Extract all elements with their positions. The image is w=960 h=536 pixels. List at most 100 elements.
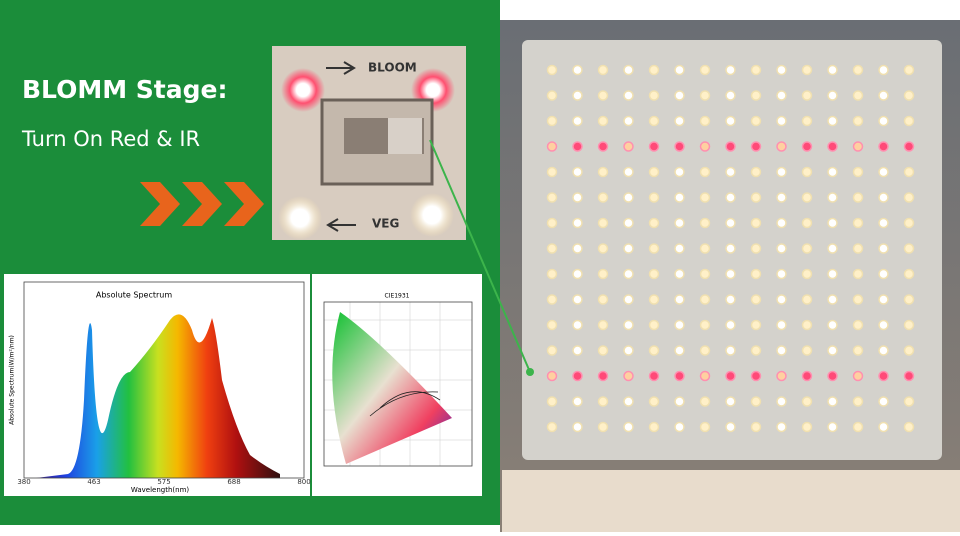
led	[674, 192, 685, 203]
led-grid	[546, 64, 915, 433]
cie-title: CIE1931	[384, 293, 409, 300]
led	[572, 192, 583, 203]
led	[572, 396, 583, 407]
floor-glow	[502, 470, 960, 532]
x-tick-label: 463	[87, 478, 100, 486]
led	[750, 115, 762, 127]
led	[725, 115, 736, 127]
x-tick-label: 800	[297, 478, 310, 486]
led	[699, 64, 711, 76]
led	[699, 217, 711, 229]
led	[699, 192, 711, 203]
led	[572, 268, 583, 280]
led	[801, 294, 813, 305]
led	[852, 90, 864, 101]
led	[597, 421, 609, 433]
led	[648, 243, 660, 254]
led	[725, 192, 736, 203]
led	[674, 243, 685, 254]
led	[878, 115, 889, 127]
led	[674, 115, 685, 127]
led	[827, 370, 838, 382]
led	[852, 192, 864, 203]
led	[623, 243, 634, 254]
led	[878, 421, 889, 433]
led	[546, 243, 558, 254]
led	[750, 217, 762, 229]
led	[852, 243, 864, 254]
led	[623, 64, 634, 76]
led	[852, 268, 864, 280]
led	[648, 421, 660, 433]
led	[801, 345, 813, 356]
led	[776, 243, 787, 254]
led	[546, 268, 558, 280]
arrows	[140, 182, 264, 226]
led	[801, 64, 813, 76]
led	[597, 396, 609, 407]
led	[572, 141, 583, 152]
spectrum-chart: Absolute Spectrum 380 463 575 688 800 Wavele…	[4, 274, 311, 496]
led	[674, 294, 685, 305]
led	[801, 370, 813, 382]
led	[725, 64, 736, 76]
x-tick-label: 575	[157, 478, 170, 486]
spectrum-area	[36, 314, 280, 478]
led	[623, 192, 634, 203]
led	[725, 370, 736, 382]
led	[750, 345, 762, 356]
led	[674, 64, 685, 76]
led	[827, 192, 838, 203]
led	[546, 294, 558, 305]
led	[878, 294, 889, 305]
led	[623, 268, 634, 280]
led	[903, 141, 915, 152]
led	[546, 370, 558, 382]
led	[546, 319, 558, 331]
led	[674, 345, 685, 356]
led	[546, 217, 558, 229]
led	[648, 217, 660, 229]
led	[572, 421, 583, 433]
led	[674, 421, 685, 433]
led	[750, 141, 762, 152]
led	[699, 166, 711, 178]
led	[903, 396, 915, 407]
led	[903, 345, 915, 356]
led	[903, 421, 915, 433]
switch-photo: BLOOM VEG	[272, 46, 466, 240]
led	[725, 345, 736, 356]
led	[674, 319, 685, 331]
led	[623, 115, 634, 127]
led	[623, 141, 634, 152]
led	[725, 243, 736, 254]
x-tick-label: 688	[227, 478, 240, 486]
led	[878, 90, 889, 101]
led	[597, 319, 609, 331]
led	[878, 166, 889, 178]
led	[801, 268, 813, 280]
led	[648, 319, 660, 331]
led	[674, 268, 685, 280]
led	[725, 319, 736, 331]
led	[725, 268, 736, 280]
led	[699, 141, 711, 152]
led	[699, 115, 711, 127]
led	[903, 192, 915, 203]
led	[903, 166, 915, 178]
led	[597, 243, 609, 254]
led	[648, 192, 660, 203]
led	[878, 217, 889, 229]
led	[827, 396, 838, 407]
led	[572, 217, 583, 229]
led	[750, 268, 762, 280]
led	[827, 217, 838, 229]
led	[623, 217, 634, 229]
led	[801, 396, 813, 407]
led	[878, 141, 889, 152]
led	[827, 345, 838, 356]
led	[801, 141, 813, 152]
led	[572, 243, 583, 254]
led	[776, 370, 787, 382]
